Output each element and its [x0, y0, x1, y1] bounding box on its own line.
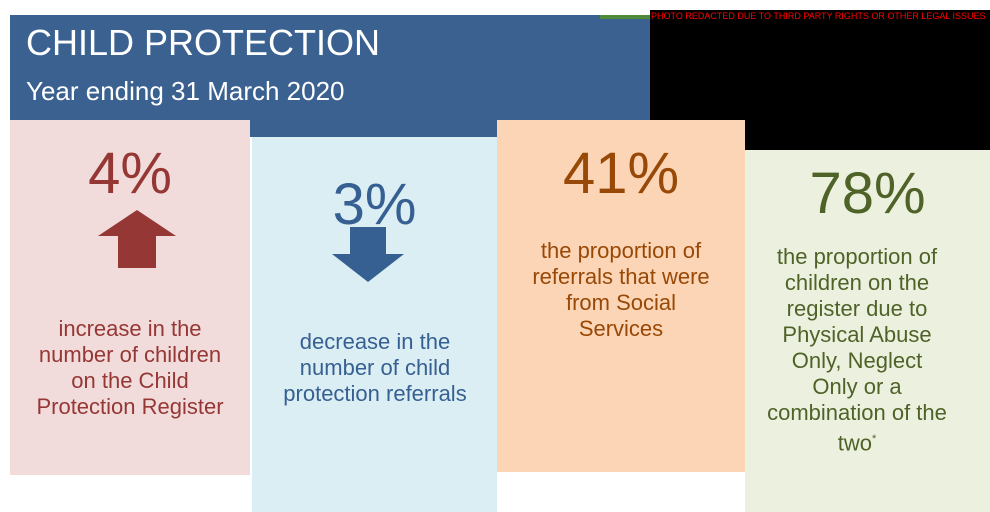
header-band — [10, 15, 650, 120]
stat-value: 78% — [809, 161, 926, 226]
stat-card: 4% increase in the number of children on… — [10, 120, 250, 475]
down-arrow — [332, 227, 404, 282]
stat-description: decrease in the number of child protecti… — [283, 329, 467, 406]
stat-value: 3% — [332, 172, 417, 237]
stat-description: the proportion of children on the regist… — [767, 244, 947, 456]
stat-card: 78% the proportion of children on the re… — [745, 150, 990, 512]
green-strip — [600, 15, 650, 19]
stat-description: the proportion of referrals that were fr… — [532, 238, 710, 341]
up-arrow — [98, 210, 176, 268]
stat-card: 41% the proportion of referrals that wer… — [497, 120, 745, 472]
stat-description: increase in the number of children on th… — [36, 316, 224, 419]
stat-value: 41% — [562, 141, 680, 206]
title: CHILD PROTECTION — [26, 22, 381, 63]
stat-card: 3% decrease in the number of child prote… — [252, 137, 497, 512]
stat-value: 4% — [88, 141, 172, 206]
redaction-notice: PHOTO REDACTED DUE TO THIRD PARTY RIGHTS… — [651, 11, 986, 21]
footnote-marker: * — [871, 433, 877, 445]
header-extension — [250, 120, 497, 137]
stat-description-wrap: the proportion of children on the regist… — [767, 244, 947, 456]
subtitle: Year ending 31 March 2020 — [26, 76, 345, 106]
